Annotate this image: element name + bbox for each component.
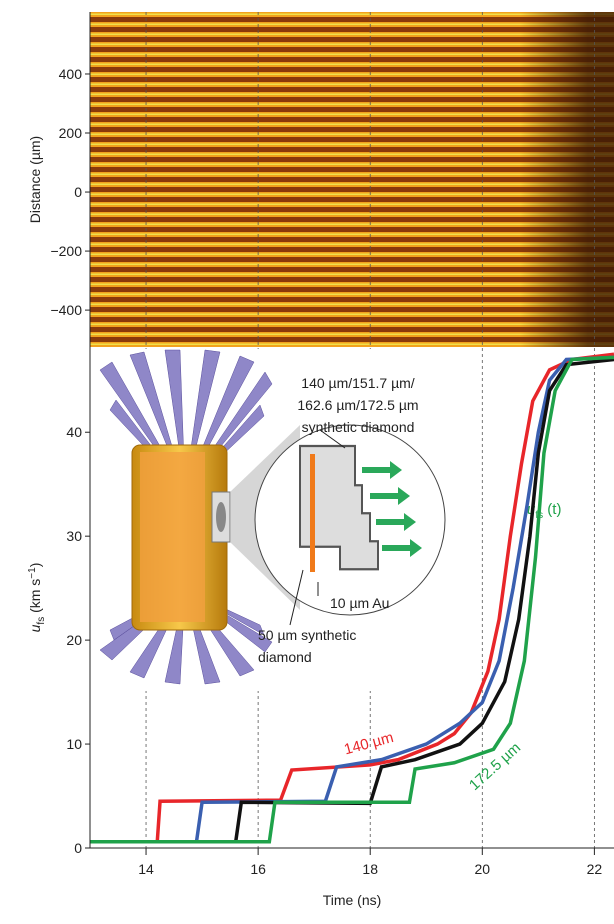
y-tick-label: 400 — [59, 66, 83, 82]
inset-label: 10 µm Au — [330, 595, 389, 611]
x-tick-label: 14 — [138, 861, 154, 877]
inset-label: diamond — [258, 649, 312, 665]
x-tick-label: 18 — [362, 861, 378, 877]
inset: 140 µm/151.7 µm/ 162.6 µm/172.5 µm synth… — [92, 349, 561, 691]
y-axis-label-part: fs — [36, 617, 47, 625]
target — [216, 502, 226, 532]
gold-layer — [310, 454, 315, 572]
x-axis-label: Time (ns) — [323, 892, 382, 908]
y-tick-label: 40 — [66, 424, 82, 440]
y-axis-label: ufs (km s−1) — [27, 563, 47, 633]
streak-fade — [90, 12, 614, 347]
x-tick-label: 22 — [587, 861, 603, 877]
ufs-t: (t) — [543, 501, 561, 518]
y-tick-label: 30 — [66, 528, 82, 544]
inset-label: 50 µm synthetic — [258, 627, 356, 643]
hohlraum-interior — [140, 452, 205, 622]
y-axis-label-part: u — [27, 624, 43, 632]
y-tick-label: 0 — [74, 184, 82, 200]
y-tick-label: −400 — [50, 302, 82, 318]
inset-label: synthetic diamond — [302, 419, 415, 435]
inset-label: 140 µm/151.7 µm/ — [301, 375, 415, 391]
y-tick-label: −200 — [50, 243, 82, 259]
streak-panel — [90, 12, 614, 347]
y-tick-label: 200 — [59, 125, 83, 141]
y-axis-label-part: (km s — [27, 579, 43, 617]
figure: 140 µm/151.7 µm/ 162.6 µm/172.5 µm synth… — [0, 0, 614, 919]
y-tick-label: 10 — [66, 736, 82, 752]
inset-label: 162.6 µm/172.5 µm — [297, 397, 418, 413]
series-label: 140 µm — [342, 729, 395, 758]
x-tick-label: 20 — [475, 861, 491, 877]
y-tick-label: 0 — [74, 840, 82, 856]
y-axis-label-part: −1 — [27, 567, 38, 579]
x-tick-label: 16 — [250, 861, 266, 877]
y-axis-label: Distance (µm) — [27, 136, 43, 223]
y-tick-label: 20 — [66, 632, 82, 648]
y-axis-label-part: ) — [27, 563, 43, 568]
